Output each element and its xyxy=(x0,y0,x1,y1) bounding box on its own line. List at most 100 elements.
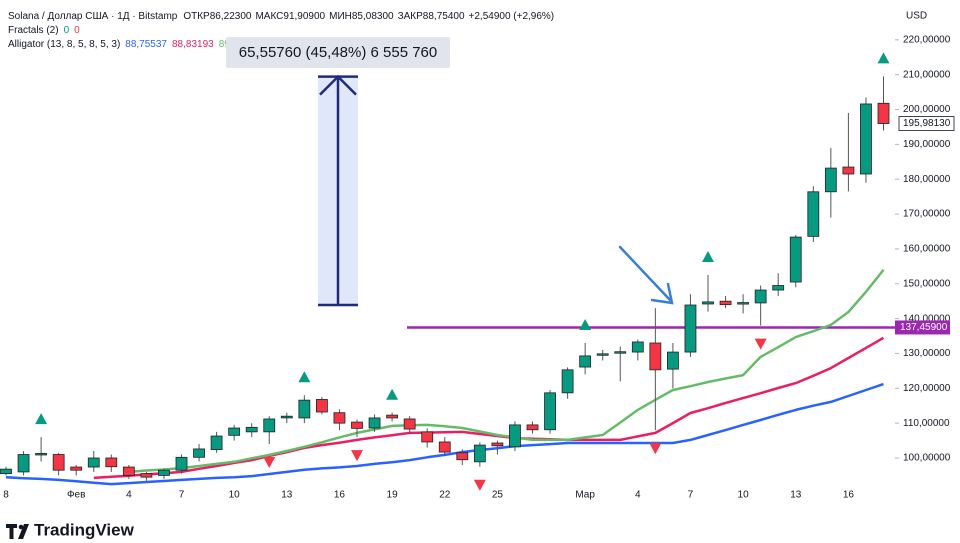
candle-body xyxy=(403,418,416,430)
candle-body xyxy=(17,454,30,473)
candle-body xyxy=(491,442,504,447)
candle-body xyxy=(210,435,223,451)
x-tick-label: Мар xyxy=(575,490,595,501)
alligator-label: Alligator (13, 8, 5, 8, 5, 3) xyxy=(8,39,120,50)
alligator-line xyxy=(128,269,885,474)
fractal-up xyxy=(877,52,890,64)
x-tick-label: 16 xyxy=(843,490,855,501)
y-tick-label: 190,00000 xyxy=(903,139,951,150)
fractal-up xyxy=(298,371,311,383)
candle-body xyxy=(228,427,241,436)
candle-body xyxy=(351,421,363,429)
brand: TradingView xyxy=(34,520,135,539)
x-tick-label: Фев xyxy=(67,490,85,501)
y-tick-label: 140,00000 xyxy=(903,313,951,324)
fractal-down xyxy=(473,479,486,491)
alligator-value: 88,75537 xyxy=(125,39,167,50)
candle-body xyxy=(280,415,293,419)
candle-body xyxy=(877,102,890,124)
candle-body xyxy=(526,424,539,431)
symbol: Solana / Доллар США · 1Д · Bitstamp xyxy=(8,11,178,22)
candle-body xyxy=(421,431,434,443)
candle-body xyxy=(509,424,521,448)
fractal-down xyxy=(263,457,276,469)
candle-body xyxy=(754,289,767,304)
candle-body xyxy=(579,355,592,368)
fractal-down xyxy=(754,338,767,350)
price-line-label: 137,45900 xyxy=(900,322,948,333)
change: +2,54900 (+2,96%) xyxy=(469,11,555,22)
candle-body xyxy=(438,441,451,453)
candle-body xyxy=(122,466,135,476)
x-tick-label: 19 xyxy=(387,490,399,501)
candle-body xyxy=(649,342,662,371)
x-tick-label: 10 xyxy=(229,490,241,501)
candle-body xyxy=(807,191,820,237)
fractals-value: 0 xyxy=(64,25,70,36)
ohlc-value: 85,08300 xyxy=(352,11,394,22)
measure-box xyxy=(226,37,450,68)
ohlc-label: МИН xyxy=(329,11,352,22)
y-tick-label: 110,00000 xyxy=(903,418,950,429)
y-tick-label: 130,00000 xyxy=(903,348,951,359)
last-price-label: 195,98130 xyxy=(903,118,951,129)
candle-body xyxy=(87,457,100,468)
ohlc-value: 88,75400 xyxy=(423,11,465,22)
alligator-value: 88,83193 xyxy=(172,39,214,50)
candle-body xyxy=(298,399,311,419)
x-tick-label: 13 xyxy=(790,490,802,501)
candle-body xyxy=(860,103,872,175)
candle-body xyxy=(263,418,276,433)
fractal-up xyxy=(35,413,48,425)
candle-body xyxy=(70,466,83,471)
ohlc-label: ЗАКР xyxy=(398,11,424,22)
alligator-legend: Alligator (13, 8, 5, 8, 5, 3) 88,75537 88,… xyxy=(8,39,261,50)
x-tick-label: 4 xyxy=(126,490,132,501)
candle-body xyxy=(614,351,627,354)
candle-body xyxy=(368,417,381,429)
x-tick-label: 13 xyxy=(281,490,293,501)
ohlc-label: ОТКР xyxy=(183,11,210,22)
candle-body xyxy=(737,302,749,305)
candle-body xyxy=(684,304,697,353)
candle-body xyxy=(667,351,679,370)
candle-body xyxy=(386,414,399,419)
y-tick-label: 220,00000 xyxy=(903,34,951,45)
candle-body xyxy=(105,457,118,468)
annotation-arrow xyxy=(618,245,674,305)
currency: USD xyxy=(906,11,927,22)
candle-body xyxy=(473,444,486,463)
alligator-line xyxy=(5,382,884,486)
y-tick-label: 100,00000 xyxy=(903,453,951,464)
candle-body xyxy=(719,300,732,306)
x-tick-label: 25 xyxy=(492,490,504,501)
y-tick-label: 170,00000 xyxy=(903,209,951,220)
y-tick-label: 150,00000 xyxy=(903,278,951,289)
measure-head xyxy=(319,74,357,96)
price-line-box xyxy=(895,320,950,335)
candle-body xyxy=(0,468,12,475)
fractal-down xyxy=(351,450,363,462)
x-tick-label: 7 xyxy=(688,490,694,501)
candle-body xyxy=(140,473,153,478)
candle-body xyxy=(193,448,205,458)
last-price-box xyxy=(898,116,955,131)
candle-body xyxy=(456,452,469,461)
fractal-down xyxy=(649,443,662,455)
ohlc-value: 86,22300 xyxy=(210,11,252,22)
alligator-line xyxy=(93,336,885,480)
header: Solana / Доллар США · 1Д · Bitstamp ОТКР8… xyxy=(8,11,554,22)
fractals-label: Fractals (2) xyxy=(8,25,59,36)
candle-body xyxy=(35,453,47,456)
candle-body xyxy=(702,301,714,305)
y-tick-label: 180,00000 xyxy=(903,174,951,185)
x-tick-label: 8 xyxy=(3,490,9,501)
candle-body xyxy=(596,353,609,356)
ohlc-value: 91,90900 xyxy=(283,11,325,22)
candle-body xyxy=(561,369,574,394)
candle-body xyxy=(315,399,328,413)
measure-label: 65,55760 (45,48%) 6 555 760 xyxy=(239,44,438,61)
fractals-legend: Fractals (2) 0 0 xyxy=(8,25,80,36)
ohlc-label: МАКС xyxy=(255,11,283,22)
